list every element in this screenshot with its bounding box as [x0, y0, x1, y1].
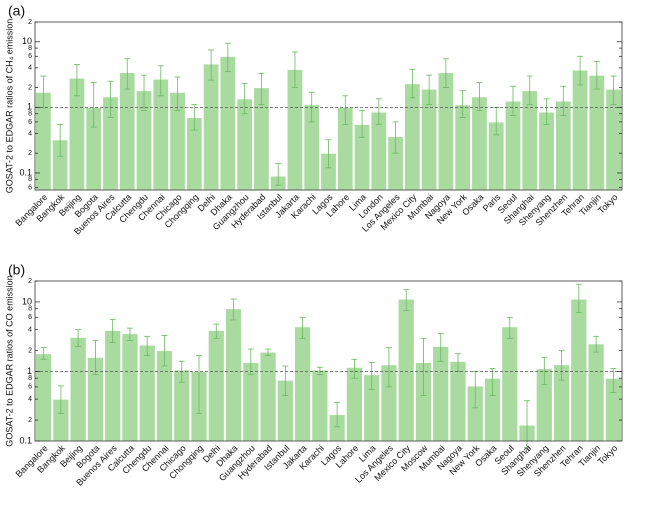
y-tick-label: 2 [28, 417, 32, 424]
bar [104, 329, 122, 442]
y-tick-label: 8 [28, 176, 32, 183]
y-tick-label: 2 [28, 19, 32, 26]
bar [449, 360, 467, 442]
y-tick-label: 6 [28, 119, 32, 126]
y-tick-label: 1 [27, 102, 32, 112]
bar [207, 329, 225, 442]
panel-label: (b) [8, 262, 25, 278]
bar [202, 63, 220, 191]
y-tick-label: 6 [28, 184, 32, 191]
y-tick-label: 4 [28, 326, 32, 333]
y-tick-label: 6 [28, 53, 32, 60]
bar [521, 90, 539, 191]
bar [571, 69, 589, 191]
y-tick-label: 0.1 [19, 435, 32, 445]
panel-label: (a) [8, 3, 25, 19]
y-tick-label: 8 [28, 306, 32, 313]
x-tick-label: Tokyo [596, 443, 620, 467]
y-tick-label: 4 [28, 130, 32, 137]
y-tick-label: 2 [28, 278, 32, 285]
plot-frame [34, 280, 623, 442]
y-tick-label: 10 [22, 36, 32, 46]
bar [224, 308, 243, 442]
y-tick-label: 8 [28, 111, 32, 118]
bar [219, 55, 237, 191]
bar [138, 344, 156, 442]
bar [588, 74, 606, 191]
y-tick-label: 8 [28, 375, 32, 382]
bar [501, 326, 519, 442]
bar [403, 83, 421, 191]
bar [587, 343, 605, 442]
bar [118, 71, 136, 191]
y-tick-label: 1 [27, 366, 32, 376]
y-tick-label: 8 [28, 45, 32, 52]
y-tick-label: 6 [28, 384, 32, 391]
y-tick-label: 4 [28, 396, 32, 403]
bar [293, 326, 312, 442]
plot-frame [34, 21, 623, 191]
bar [69, 336, 87, 442]
y-tick-label: 2 [28, 150, 32, 157]
y-tick-label: 2 [28, 347, 32, 354]
bar [437, 71, 455, 191]
bar [259, 351, 277, 442]
y-tick-label: 2 [28, 84, 32, 91]
bar [570, 298, 588, 442]
bar [311, 369, 329, 442]
x-tick-label: Tokyo [596, 192, 620, 216]
bar [35, 353, 53, 442]
y-tick-label: 4 [28, 65, 32, 72]
y-tick-label: 0.1 [19, 167, 32, 177]
bar [121, 333, 139, 442]
y-axis-label: GOSAT-2 to EDGAR ratios of CH₄ emission [4, 19, 14, 194]
bar [397, 298, 415, 442]
y-tick-label: 10 [22, 296, 32, 306]
y-axis-label: GOSAT-2 to EDGAR ratios of CO emission [4, 275, 14, 446]
y-tick-label: 6 [28, 314, 32, 321]
